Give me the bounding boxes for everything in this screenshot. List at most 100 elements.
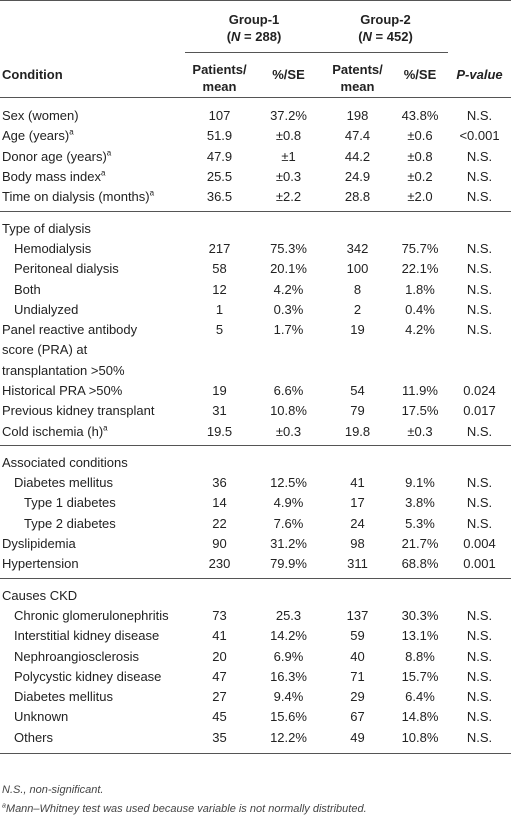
footnote-marker: a: [106, 148, 112, 158]
table-row: Body mass indexa 25.5 ±0.3 24.9 ±0.2 N.S.: [0, 166, 511, 186]
table-row: Previous kidney transplant 31 10.8% 79 17.5%…: [0, 401, 511, 421]
pvalue-header-text: P-value: [456, 67, 503, 82]
cell-v3: 19.8: [344, 423, 371, 439]
cell-p: [448, 218, 511, 238]
pra-v4: 4.2%: [405, 322, 435, 338]
note-mw: Mann–Whitney test was used because varia…: [5, 803, 367, 815]
cell-v2: ±0.3: [275, 169, 302, 185]
row-label-text: Chronic glomerulonephritis: [14, 607, 169, 623]
row-label-text: Hemodialysis: [14, 240, 92, 256]
table-row: Diabetes mellitus 27 9.4% 29 6.4% N.S.: [0, 687, 511, 707]
cell-v2: 4.2%: [273, 281, 304, 297]
footnote-marker: a: [101, 168, 106, 178]
footnote-marker: a: [103, 423, 108, 433]
cell-p: 0.017: [463, 403, 496, 419]
cell-v3: 29: [350, 689, 365, 705]
cell-v4: [392, 452, 448, 472]
section-transplant: Historical PRA >50% 19 6.6% 54 11.9% 0.024 Pre…: [0, 380, 511, 445]
row-label-text: Cold ischemia (h): [2, 423, 104, 439]
cell-v3: 47.4: [344, 128, 371, 144]
table-row: Others 35 12.2% 49 10.8% N.S.: [0, 727, 511, 747]
cell-v3: 71: [350, 668, 365, 684]
pra-label-2: score (PRA) at: [2, 342, 88, 358]
cell-v1: 36: [212, 475, 227, 491]
cell-v3: [323, 218, 392, 238]
pct2-header: %/SE: [403, 67, 437, 83]
cell-v3: 41: [350, 475, 365, 491]
cell-v2: 7.6%: [273, 515, 304, 531]
cell-v3: 311: [347, 556, 368, 572]
cell-p: 0.024: [463, 383, 496, 398]
cell-p: N.S.: [466, 189, 493, 205]
cell-v4: 0.4%: [405, 301, 435, 317]
cell-v2: 9.4%: [273, 689, 304, 705]
cell-v4: ±0.3: [407, 423, 433, 439]
cell-v3: 100: [346, 261, 369, 277]
cell-v4: 8.8%: [405, 648, 435, 664]
cell-v4: 13.1%: [401, 628, 439, 644]
table-row: Type of dialysis: [0, 218, 511, 238]
row-label: Polycystic kidney disease: [0, 666, 185, 686]
row-label-text: Historical PRA >50%: [2, 383, 123, 398]
row-label: Time on dialysis (months)a: [0, 187, 185, 207]
patients-header: Patients/ mean: [192, 61, 247, 94]
cell-p: N.S.: [466, 475, 493, 491]
note-mw-line: aMann–Whitney test was used because vari…: [2, 800, 367, 819]
table-row: Peritoneal dialysis 58 20.1% 100 22.1% N.S.: [0, 259, 511, 279]
cell-v4: 10.8%: [401, 729, 439, 745]
row-label: Peritoneal dialysis: [0, 259, 185, 279]
cell-p: N.S.: [466, 668, 493, 684]
cell-v3: 67: [350, 709, 365, 725]
cell-v3: 54: [350, 383, 365, 398]
row-label-text: Body mass index: [2, 169, 101, 185]
table-notes: N.S., non-significant. aMann–Whitney tes…: [2, 781, 367, 819]
table-row: Donor age (years)a 47.9 ±1 44.2 ±0.8 N.S.: [0, 146, 511, 166]
cell-v4: 11.9%: [402, 383, 438, 398]
cell-p: 0.001: [463, 556, 496, 572]
cell-p: N.S.: [466, 607, 493, 623]
cell-v3: 17: [350, 495, 365, 511]
cell-v4: ±0.6: [407, 128, 433, 144]
row-label: Type of dialysis: [0, 218, 185, 238]
pra-v3: 19: [350, 322, 365, 338]
table-row: Hemodialysis 217 75.3% 342 75.7% N.S.: [0, 238, 511, 258]
cell-v1: [185, 452, 254, 472]
cell-p: N.S.: [466, 281, 493, 297]
row-label-text: Polycystic kidney disease: [14, 668, 162, 684]
condition-header: Condition: [2, 67, 63, 82]
cell-v2: 37.2%: [270, 108, 307, 124]
cell-v1: 31: [212, 403, 227, 419]
cell-v3: 59: [350, 628, 365, 644]
cell-v2: ±0.8: [275, 128, 302, 144]
data-table: Group-1 Group-2 (N = 288) (N = 452) Cond…: [0, 0, 511, 755]
cell-p: N.S.: [466, 689, 493, 705]
row-label-text: Hypertension: [2, 556, 79, 572]
row-label-text: Donor age (years): [2, 148, 107, 164]
row-label: Cold ischemia (h)a: [0, 421, 185, 441]
row-label: Type 1 diabetes: [0, 493, 185, 513]
cell-v3: 44.2: [344, 148, 371, 164]
cell-v4: [392, 585, 448, 605]
cell-v1: [185, 218, 254, 238]
table-row: Polycystic kidney disease 47 16.3% 71 15.7% N…: [0, 666, 511, 686]
cell-v2: 12.5%: [270, 475, 307, 491]
cell-v1: 107: [208, 108, 231, 124]
cell-v4: 3.8%: [405, 495, 435, 511]
cell-v3: 2: [353, 301, 362, 317]
cell-v4: 17.5%: [401, 403, 439, 419]
cell-v4: ±0.2: [407, 169, 433, 185]
pct-header: %/SE: [272, 67, 305, 83]
cell-p: N.S.: [466, 709, 493, 725]
pra-v2: 1.7%: [273, 322, 304, 338]
row-label-text: Peritoneal dialysis: [14, 261, 119, 277]
cell-v1: 47.9: [206, 148, 233, 164]
pvalue-header: P-value: [448, 53, 511, 98]
cell-v2: 20.1%: [270, 261, 307, 277]
note-mw-sup: a: [2, 802, 6, 810]
row-label-text: Nephroangiosclerosis: [14, 648, 140, 664]
table-row: Sex (women) 107 37.2% 198 43.8% N.S.: [0, 106, 511, 126]
table-row: Causes CKD: [0, 585, 511, 605]
cell-v2: ±0.3: [275, 423, 302, 439]
cell-v4: ±2.0: [407, 189, 433, 205]
group2-title: Group-2: [360, 12, 411, 27]
